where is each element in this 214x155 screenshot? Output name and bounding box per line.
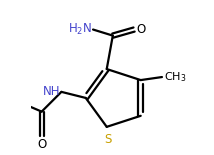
Text: NH: NH: [43, 85, 61, 98]
Text: H$_2$N: H$_2$N: [68, 22, 92, 37]
Text: O: O: [136, 23, 145, 36]
Text: CH$_3$: CH$_3$: [164, 70, 186, 84]
Text: S: S: [105, 133, 112, 146]
Text: O: O: [37, 138, 46, 151]
